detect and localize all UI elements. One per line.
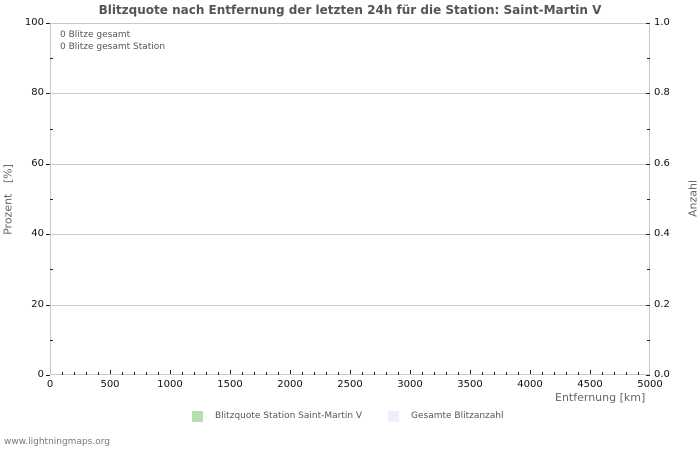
x-tick-label: 3000 bbox=[397, 379, 423, 390]
y-tick-label: 40 bbox=[31, 228, 44, 239]
x-tick-label: 0 bbox=[46, 379, 54, 390]
y2-tick-label: 0.2 bbox=[654, 299, 670, 310]
x-tick-label: 500 bbox=[100, 379, 120, 390]
footer-source: www.lightningmaps.org bbox=[4, 437, 110, 447]
y-tick-label: 100 bbox=[24, 17, 44, 28]
y2-axis-title: Anzahl bbox=[686, 179, 700, 218]
y-tick-label: 0 bbox=[37, 369, 44, 380]
x-tick-label: 4000 bbox=[517, 379, 543, 390]
legend-swatch-total bbox=[388, 411, 399, 422]
annotation-station: 0 Blitze gesamt Station bbox=[60, 42, 166, 52]
y2-tick-label: 1.0 bbox=[654, 17, 670, 28]
plot-area bbox=[50, 23, 650, 375]
x-axis-title: Entfernung [km] bbox=[555, 391, 646, 404]
x-tick-label: 2500 bbox=[337, 379, 363, 390]
y-tick-label: 20 bbox=[31, 299, 44, 310]
x-tick-label: 3500 bbox=[457, 379, 483, 390]
annotation-total: 0 Blitze gesamt bbox=[60, 30, 131, 40]
y2-tick-label: 0.4 bbox=[654, 228, 670, 239]
legend-swatch-station bbox=[192, 411, 203, 422]
x-tick-label: 5000 bbox=[637, 379, 663, 390]
x-tick-label: 1500 bbox=[217, 379, 243, 390]
y2-tick-label: 0.0 bbox=[654, 369, 670, 380]
y-tick-label: 60 bbox=[31, 158, 44, 169]
x-tick-label: 4500 bbox=[577, 379, 603, 390]
legend-label-station: Blitzquote Station Saint-Martin V bbox=[215, 411, 363, 421]
x-tick-label: 1000 bbox=[157, 379, 183, 390]
x-tick-label: 2000 bbox=[277, 379, 303, 390]
gridline-80 bbox=[50, 93, 650, 94]
chart-title: Blitzquote nach Entfernung der letzten 2… bbox=[98, 3, 602, 17]
y-tick-label: 80 bbox=[31, 87, 44, 98]
legend-label-total: Gesamte Blitzanzahl bbox=[411, 411, 504, 421]
gridline-40 bbox=[50, 234, 650, 235]
y-axis-title: Prozent [%] bbox=[1, 164, 15, 235]
y2-tick-label: 0.6 bbox=[654, 158, 670, 169]
gridline-60 bbox=[50, 164, 650, 165]
y2-tick-label: 0.8 bbox=[654, 87, 670, 98]
gridline-20 bbox=[50, 305, 650, 306]
